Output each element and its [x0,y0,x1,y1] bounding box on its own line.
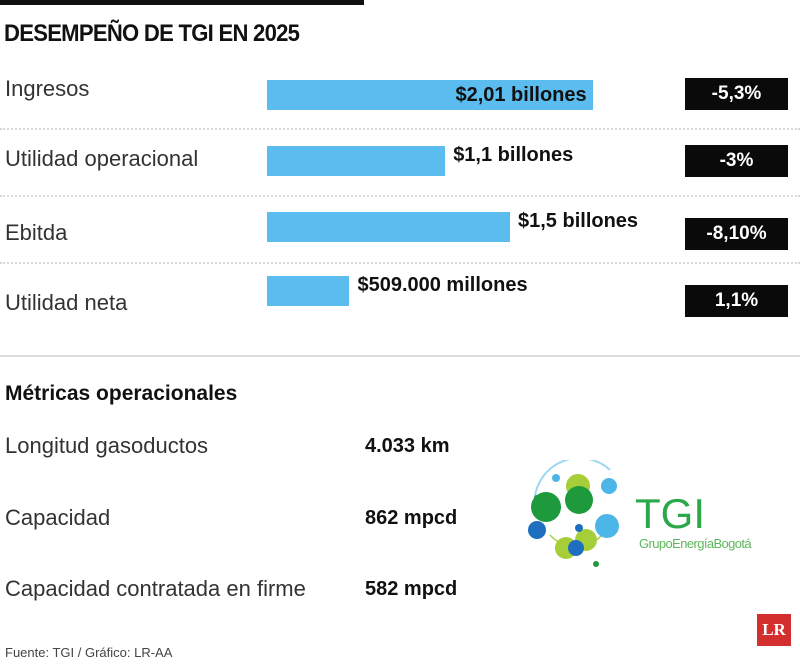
category-label: Utilidad operacional [5,146,199,171]
category-label: Ebitda [5,220,68,245]
metric-label: Capacidad [5,505,111,530]
change-badge: -3% [685,145,788,177]
metric-value: 582 mpcd [365,578,458,600]
divider [0,195,800,197]
change-badge: 1,1% [685,285,788,317]
lr-brand-logo: LR [757,614,791,646]
metric-label: Capacidad contratada en firme [5,576,306,601]
metric-value: 4.033 km [365,435,450,457]
data-label: $2,01 billones [455,84,587,106]
change-badge: -5,3% [685,78,788,110]
bar [267,146,446,176]
logo-name: TGI [635,490,705,537]
bar [267,80,593,110]
tgi-logo: TGI GrupoEnergíaBogotá [515,457,795,570]
divider [0,262,800,264]
data-label: $1,1 billones [453,144,574,166]
change-badge: -8,10% [685,218,788,250]
logo-tagline: GrupoEnergíaBogotá [639,536,752,551]
chart-title: DESEMPEÑO DE TGI EN 2025 [4,20,300,47]
metric-value: 862 mpcd [365,507,458,529]
source-note: Fuente: TGI / Gráfico: LR-AA [5,645,173,660]
metrics-title: Métricas operacionales [5,382,238,405]
divider [0,128,800,130]
data-label: $1,5 billones [518,210,639,232]
top-rule [0,0,364,5]
category-label: Ingresos [5,76,90,101]
tgi-logo-graphic [528,457,619,567]
category-label: Utilidad neta [5,290,128,315]
section-divider [0,355,800,357]
metric-label: Longitud gasoductos [5,433,209,458]
bar [267,212,510,242]
bar [267,276,350,306]
data-label: $509.000 millones [357,274,528,296]
